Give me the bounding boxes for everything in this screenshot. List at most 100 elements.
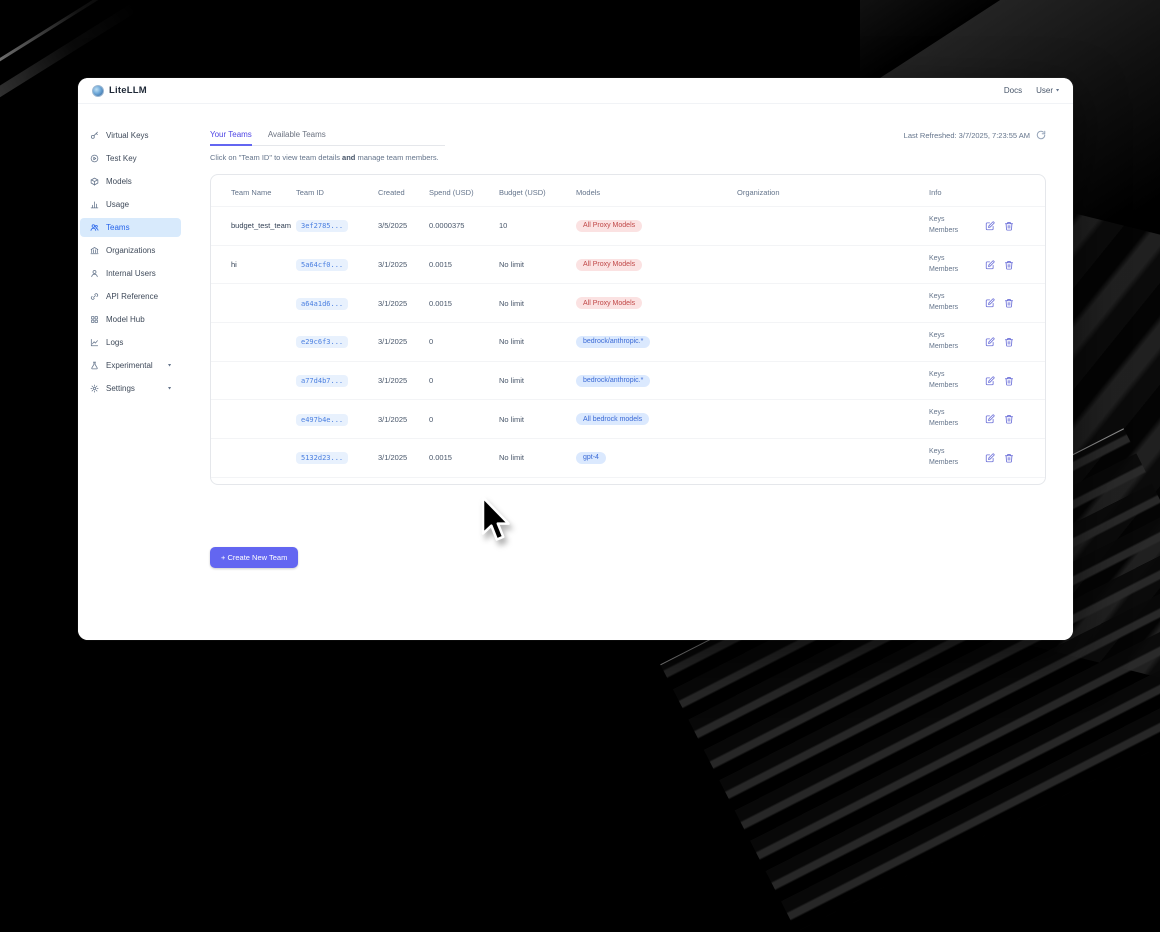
refresh-icon[interactable]: [1036, 130, 1046, 140]
team-id-link[interactable]: a77d4b7...: [296, 375, 349, 388]
info-cell: Keys Members: [929, 245, 985, 284]
sidebar-item-label: API Reference: [106, 292, 159, 301]
litellm-logo-icon: [92, 84, 104, 97]
info-cell: Keys Members: [929, 361, 985, 400]
budget-value: No limit: [499, 337, 525, 347]
edit-team-button[interactable]: [985, 259, 995, 270]
delete-team-button[interactable]: [1004, 337, 1014, 347]
sidebar-item-usage[interactable]: Usage: [80, 195, 181, 214]
organization-value: [737, 477, 929, 484]
team-id-link[interactable]: e29c6f3...: [296, 336, 349, 349]
spend-value: 0.0015: [429, 260, 452, 270]
info-label: Keys: [929, 370, 945, 378]
sidebar-item-models[interactable]: Models: [80, 172, 181, 191]
spend-value: 0.0015: [429, 298, 452, 308]
created-date: 3/1/2025: [378, 298, 408, 308]
delete-team-button[interactable]: [1004, 298, 1014, 308]
edit-icon: [985, 414, 995, 424]
organization-value: [737, 400, 929, 439]
delete-team-button[interactable]: [1004, 376, 1014, 386]
description-post: manage team members.: [355, 153, 439, 162]
edit-team-button[interactable]: [985, 453, 995, 463]
team-id-link[interactable]: e497b4e...: [296, 413, 349, 426]
organization-value: [737, 284, 929, 323]
table-row: 5132d23... 3/1/2025 0.0015 No limit gpt-4 Key…: [211, 438, 1045, 478]
team-id-link[interactable]: 5a64cf0...: [296, 259, 349, 272]
model-badge: All Proxy Models: [576, 297, 643, 310]
create-new-team-button[interactable]: + Create New Team: [210, 547, 299, 568]
row-actions: [985, 259, 1039, 270]
delete-team-button[interactable]: [1004, 221, 1014, 231]
sidebar-item-label: Internal Users: [106, 269, 156, 278]
info-label: Members: [929, 381, 959, 389]
team-id-link[interactable]: 5132d23...: [296, 452, 349, 465]
sidebar-item-model-hub[interactable]: Model Hub: [80, 310, 181, 329]
main-content: Your Teams Available Teams Last Refreshed…: [183, 104, 1073, 640]
organization-value: [737, 323, 929, 362]
column-header: Team ID: [296, 188, 324, 197]
sidebar-item-label: Logs: [106, 338, 124, 347]
edit-team-button[interactable]: [985, 337, 995, 347]
trash-icon: [1005, 260, 1013, 270]
created-date: 3/1/2025: [378, 260, 408, 270]
column-header: Spend (USD): [429, 188, 474, 197]
created-date: 3/1/2025: [378, 337, 408, 347]
user-menu[interactable]: User ▾: [1036, 86, 1059, 95]
gear-icon: [90, 384, 99, 393]
info-label: Members: [929, 420, 959, 428]
tab-available-teams[interactable]: Available Teams: [268, 130, 326, 146]
info-label: Members: [929, 265, 959, 273]
trash-icon: [1005, 376, 1013, 386]
row-actions: [985, 414, 1039, 424]
info-label: Keys: [929, 332, 945, 340]
team-name: budget_test_team: [231, 221, 292, 231]
sidebar-item-test-key[interactable]: Test Key: [80, 149, 181, 168]
info-label: Members: [929, 458, 959, 466]
team-id-link[interactable]: 3ef2785...: [296, 220, 349, 233]
team-id-link[interactable]: a64a1d6...: [296, 297, 349, 310]
table-row: e497b4e... 3/1/2025 0 No limit All bedrock m…: [211, 399, 1045, 439]
edit-team-button[interactable]: [985, 376, 995, 386]
sidebar-item-label: Model Hub: [106, 315, 145, 324]
sidebar-item-label: Models: [106, 177, 132, 186]
organization-value: [737, 439, 929, 478]
sidebar-item-api-reference[interactable]: API Reference: [80, 287, 181, 306]
docs-link[interactable]: Docs: [1003, 86, 1023, 95]
column-header: Organization: [737, 188, 780, 197]
table-header-row: Team Name Team ID Created Spend (USD) Budget…: [211, 175, 1045, 207]
sidebar-item-organizations[interactable]: Organizations: [80, 241, 181, 260]
sidebar-item-internal-users[interactable]: Internal Users: [80, 264, 181, 283]
edit-team-button[interactable]: [985, 298, 995, 308]
info-label: Keys: [929, 293, 945, 301]
last-refreshed-label: Last Refreshed: 3/7/2025, 7:23:55 AM: [903, 130, 1030, 140]
info-cell: Keys Members: [929, 323, 985, 362]
organization-value: [737, 361, 929, 400]
sidebar-item-logs[interactable]: Logs: [80, 333, 181, 352]
delete-team-button[interactable]: [1004, 453, 1014, 463]
refresh-box: Last Refreshed: 3/7/2025, 7:23:55 AM: [904, 130, 1046, 140]
delete-team-button[interactable]: [1004, 414, 1014, 424]
sidebar-item-settings[interactable]: Settings ▾: [80, 379, 181, 398]
sidebar-item-experimental[interactable]: Experimental ▾: [80, 356, 181, 375]
description-pre: Click on "Team ID" to view team details: [210, 153, 343, 162]
sidebar-item-virtual-keys[interactable]: Virtual Keys: [80, 126, 181, 145]
created-date: 3/1/2025: [378, 414, 408, 424]
trash-icon: [1005, 454, 1013, 463]
info-cell: Keys Members: [929, 207, 985, 246]
user-menu-label: User: [1036, 86, 1053, 95]
top-nav: Docs User ▾: [1004, 86, 1059, 95]
budget-value: No limit: [499, 477, 576, 484]
tab-your-teams[interactable]: Your Teams: [210, 130, 252, 146]
delete-team-button[interactable]: [1004, 260, 1014, 270]
teams-table: Team Name Team ID Created Spend (USD) Budget…: [211, 175, 1045, 484]
description-bold: and: [342, 153, 356, 162]
table-row: e29c6f3... 3/1/2025 0 No limit bedrock/anthr…: [211, 322, 1045, 362]
edit-team-button[interactable]: [985, 414, 995, 424]
bank-icon: [90, 246, 99, 255]
brand-name: LiteLLM: [109, 85, 147, 96]
tab-list: Your Teams Available Teams: [210, 130, 445, 146]
edit-team-button[interactable]: [985, 221, 995, 231]
sidebar-item-teams[interactable]: Teams: [80, 218, 181, 237]
sidebar-item-label: Usage: [106, 200, 130, 209]
cube-icon: [90, 177, 99, 186]
